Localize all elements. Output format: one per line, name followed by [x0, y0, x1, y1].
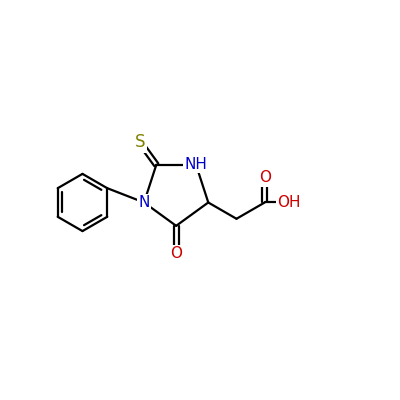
- Text: S: S: [135, 133, 145, 151]
- Text: NH: NH: [184, 157, 208, 172]
- Text: O: O: [170, 246, 182, 261]
- Text: O: O: [259, 170, 271, 185]
- Text: OH: OH: [278, 195, 301, 210]
- Text: N: N: [138, 195, 150, 210]
